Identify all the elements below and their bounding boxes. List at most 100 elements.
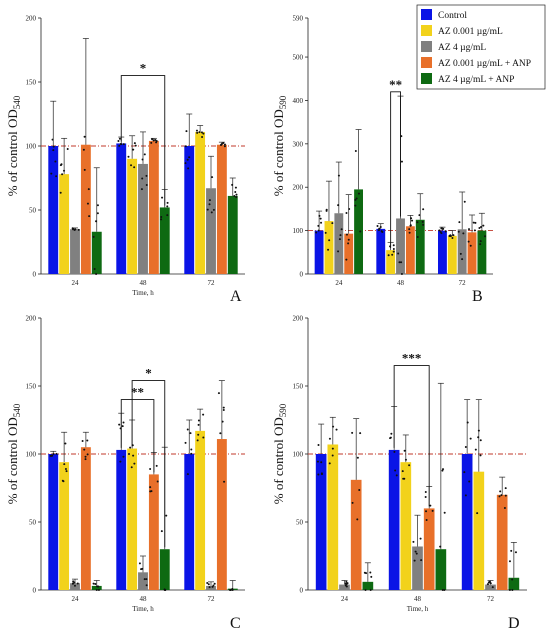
bar bbox=[195, 131, 206, 274]
data-point bbox=[479, 439, 482, 442]
bar bbox=[339, 584, 350, 590]
data-point bbox=[393, 450, 396, 453]
data-point bbox=[207, 583, 210, 586]
significance-bracket bbox=[120, 399, 155, 473]
bar bbox=[159, 207, 170, 274]
data-point bbox=[156, 480, 159, 483]
y-axis-label: % of control OD540 bbox=[5, 95, 22, 196]
data-point bbox=[77, 228, 80, 231]
data-point bbox=[419, 537, 422, 540]
y-tick-label: 0 bbox=[300, 587, 304, 595]
data-point bbox=[477, 436, 480, 439]
data-point bbox=[92, 235, 95, 238]
bar bbox=[477, 230, 487, 274]
bar bbox=[59, 462, 70, 590]
panel-letter: D bbox=[508, 615, 520, 632]
data-point bbox=[63, 463, 66, 466]
data-point bbox=[219, 432, 222, 435]
data-point bbox=[328, 239, 331, 242]
significance-label: ** bbox=[389, 77, 402, 92]
data-point bbox=[222, 409, 225, 412]
data-point bbox=[143, 153, 146, 156]
data-point bbox=[500, 494, 503, 497]
data-point bbox=[478, 226, 481, 229]
x-tick-label: 72 bbox=[208, 279, 216, 287]
bar bbox=[80, 447, 91, 590]
y-tick-label: 150 bbox=[293, 383, 304, 391]
y-tick-label: 50 bbox=[29, 207, 37, 215]
data-point bbox=[208, 203, 211, 206]
data-point bbox=[317, 229, 320, 232]
bar bbox=[216, 144, 227, 274]
bar bbox=[70, 229, 80, 274]
data-point bbox=[474, 221, 477, 224]
data-point bbox=[52, 149, 55, 152]
data-point bbox=[93, 268, 96, 271]
data-point bbox=[410, 217, 413, 220]
data-point bbox=[480, 225, 483, 228]
bar bbox=[184, 454, 195, 590]
data-point bbox=[359, 432, 362, 435]
bar bbox=[315, 454, 327, 590]
data-point bbox=[132, 148, 135, 151]
data-point bbox=[71, 228, 74, 231]
data-point bbox=[211, 176, 214, 179]
data-point bbox=[347, 238, 350, 241]
y-tick-label: 500 bbox=[293, 54, 304, 62]
data-point bbox=[376, 224, 379, 227]
data-point bbox=[459, 252, 462, 255]
data-point bbox=[422, 223, 425, 226]
data-point bbox=[51, 138, 54, 141]
data-point bbox=[95, 273, 98, 275]
data-point bbox=[234, 191, 237, 194]
significance-bracket bbox=[390, 91, 401, 249]
bar bbox=[314, 230, 324, 274]
data-point bbox=[462, 232, 465, 235]
data-point bbox=[392, 248, 395, 251]
data-point bbox=[133, 142, 136, 145]
data-point bbox=[400, 261, 403, 264]
bar bbox=[467, 232, 477, 274]
y-tick-label: 150 bbox=[26, 79, 37, 87]
data-point bbox=[464, 494, 467, 497]
data-point bbox=[229, 589, 232, 591]
data-point bbox=[212, 584, 215, 587]
data-point bbox=[186, 473, 189, 476]
data-point bbox=[206, 208, 209, 211]
legend-box bbox=[416, 4, 546, 90]
data-point bbox=[332, 425, 335, 428]
data-point bbox=[345, 212, 348, 215]
data-point bbox=[213, 582, 216, 585]
data-point bbox=[508, 560, 511, 563]
data-point bbox=[55, 175, 58, 178]
data-point bbox=[354, 150, 357, 153]
data-point bbox=[184, 441, 187, 444]
data-point bbox=[378, 227, 381, 230]
data-point bbox=[328, 437, 331, 440]
data-point bbox=[74, 228, 77, 231]
data-point bbox=[184, 145, 187, 148]
y-axis-label: % of control OD590 bbox=[271, 403, 288, 504]
panel-d: 0 50 100 150 200 % of control OD590 24 48 72 Time… bbox=[271, 315, 527, 632]
data-point bbox=[155, 141, 158, 144]
data-point bbox=[369, 571, 372, 574]
data-point bbox=[94, 582, 97, 585]
bar bbox=[148, 140, 159, 274]
significance-bracket bbox=[131, 380, 166, 548]
data-point bbox=[82, 148, 85, 151]
data-point bbox=[325, 208, 328, 211]
y-tick-label: 100 bbox=[293, 451, 304, 459]
data-point bbox=[317, 444, 320, 447]
data-point bbox=[469, 437, 472, 440]
data-point bbox=[356, 456, 359, 459]
bar bbox=[376, 228, 386, 274]
panel-letter: C bbox=[230, 615, 241, 632]
data-point bbox=[429, 504, 432, 507]
data-point bbox=[424, 496, 427, 499]
data-point bbox=[424, 490, 427, 493]
data-point bbox=[320, 221, 323, 224]
data-point bbox=[363, 571, 366, 574]
data-point bbox=[421, 220, 424, 223]
data-point bbox=[380, 230, 383, 233]
data-point bbox=[166, 201, 169, 204]
